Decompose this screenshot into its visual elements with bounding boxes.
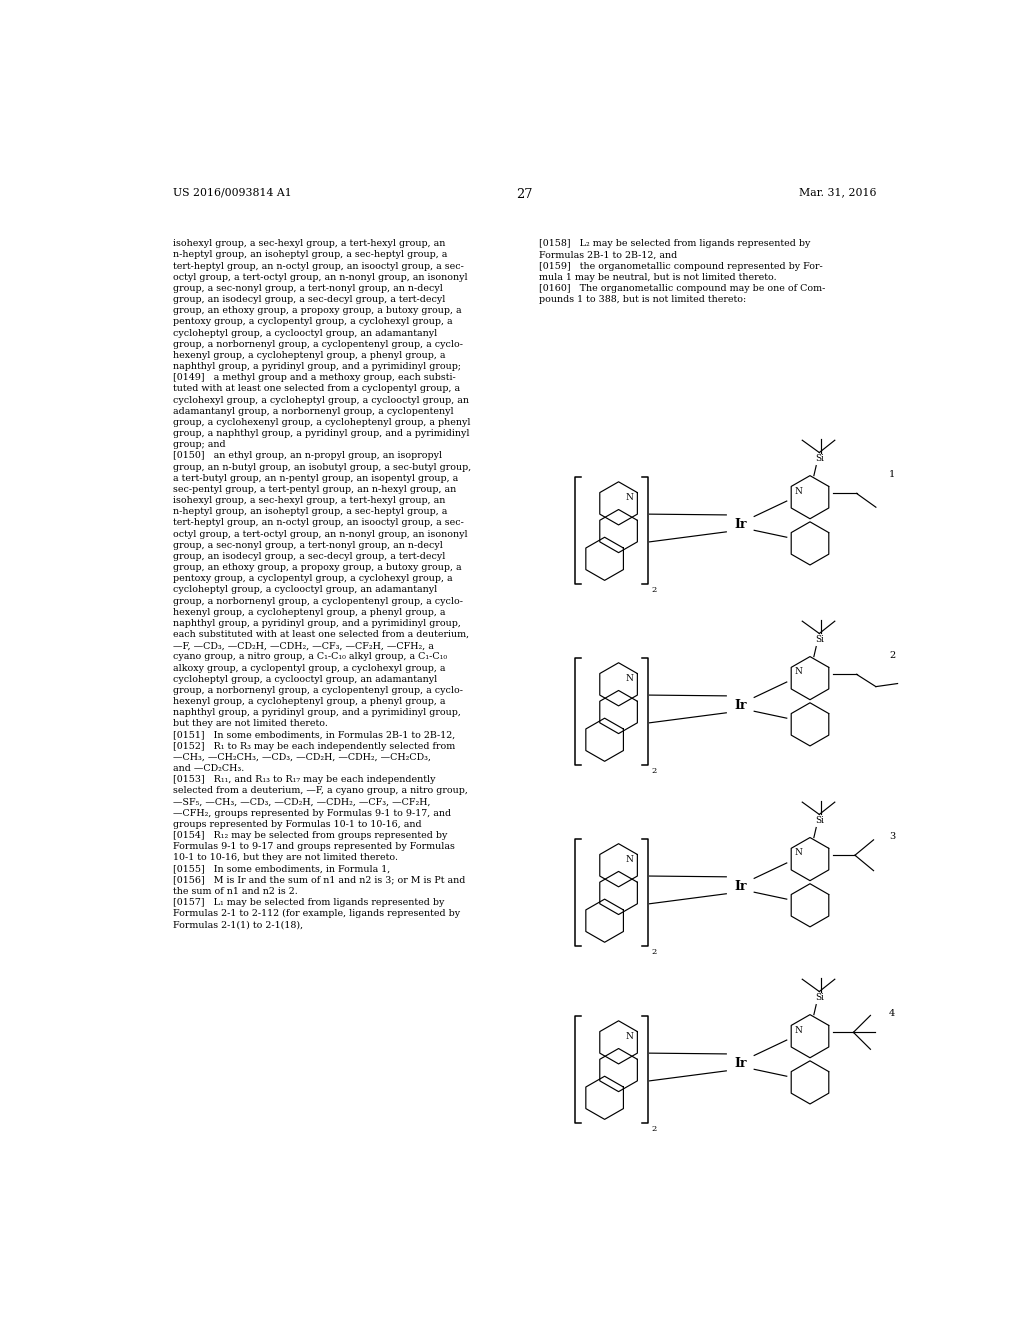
Text: groups represented by Formulas 10-1 to 10-16, and: groups represented by Formulas 10-1 to 1…	[173, 820, 422, 829]
Text: 4: 4	[889, 1010, 895, 1018]
Text: Formulas 2B-1 to 2B-12, and: Formulas 2B-1 to 2B-12, and	[539, 251, 677, 260]
Text: Ir: Ir	[734, 698, 746, 711]
Text: N: N	[626, 854, 634, 863]
Text: group, a sec-nonyl group, a tert-nonyl group, an n-decyl: group, a sec-nonyl group, a tert-nonyl g…	[173, 284, 443, 293]
Text: 3: 3	[889, 832, 895, 841]
Text: alkoxy group, a cyclopentyl group, a cyclohexyl group, a: alkoxy group, a cyclopentyl group, a cyc…	[173, 664, 445, 672]
Text: cycloheptyl group, a cyclooctyl group, an adamantanyl: cycloheptyl group, a cyclooctyl group, a…	[173, 675, 437, 684]
Text: naphthyl group, a pyridinyl group, and a pyrimidinyl group;: naphthyl group, a pyridinyl group, and a…	[173, 362, 461, 371]
Text: 2: 2	[889, 651, 895, 660]
Text: pentoxy group, a cyclopentyl group, a cyclohexyl group, a: pentoxy group, a cyclopentyl group, a cy…	[173, 317, 453, 326]
Text: [0152]   R₁ to R₃ may be each independently selected from: [0152] R₁ to R₃ may be each independentl…	[173, 742, 456, 751]
Text: [0154]   R₁₂ may be selected from groups represented by: [0154] R₁₂ may be selected from groups r…	[173, 832, 447, 840]
Text: tuted with at least one selected from a cyclopentyl group, a: tuted with at least one selected from a …	[173, 384, 461, 393]
Text: group, a norbornenyl group, a cyclopentenyl group, a cyclo-: group, a norbornenyl group, a cyclopente…	[173, 339, 463, 348]
Text: [0156]   M is Ir and the sum of n1 and n2 is 3; or M is Pt and: [0156] M is Ir and the sum of n1 and n2 …	[173, 875, 466, 884]
Text: isohexyl group, a sec-hexyl group, a tert-hexyl group, an: isohexyl group, a sec-hexyl group, a ter…	[173, 239, 445, 248]
Text: Formulas 2-1(1) to 2-1(18),: Formulas 2-1(1) to 2-1(18),	[173, 920, 303, 929]
Text: [0160]   The organometallic compound may be one of Com-: [0160] The organometallic compound may b…	[539, 284, 825, 293]
Text: US 2016/0093814 A1: US 2016/0093814 A1	[173, 187, 292, 198]
Text: N: N	[626, 673, 634, 682]
Text: group, an isodecyl group, a sec-decyl group, a tert-decyl: group, an isodecyl group, a sec-decyl gr…	[173, 296, 445, 304]
Text: 2: 2	[651, 1125, 656, 1133]
Text: 2: 2	[651, 948, 656, 956]
Text: group, a naphthyl group, a pyridinyl group, and a pyrimidinyl: group, a naphthyl group, a pyridinyl gro…	[173, 429, 470, 438]
Text: Si: Si	[815, 993, 823, 1002]
Text: mula 1 may be neutral, but is not limited thereto.: mula 1 may be neutral, but is not limite…	[539, 273, 777, 281]
Text: [0157]   L₁ may be selected from ligands represented by: [0157] L₁ may be selected from ligands r…	[173, 898, 444, 907]
Text: the sum of n1 and n2 is 2.: the sum of n1 and n2 is 2.	[173, 887, 298, 896]
Text: Si: Si	[815, 454, 823, 463]
Text: Ir: Ir	[734, 879, 746, 892]
Text: N: N	[795, 487, 803, 495]
Text: adamantanyl group, a norbornenyl group, a cyclopentenyl: adamantanyl group, a norbornenyl group, …	[173, 407, 454, 416]
Text: —SF₅, —CH₃, —CD₃, —CD₂H, —CDH₂, —CF₃, —CF₂H,: —SF₅, —CH₃, —CD₃, —CD₂H, —CDH₂, —CF₃, —C…	[173, 797, 431, 807]
Text: group, a cyclohexenyl group, a cycloheptenyl group, a phenyl: group, a cyclohexenyl group, a cyclohept…	[173, 418, 471, 426]
Text: [0150]   an ethyl group, an n-propyl group, an isopropyl: [0150] an ethyl group, an n-propyl group…	[173, 451, 442, 461]
Text: naphthyl group, a pyridinyl group, and a pyrimidinyl group,: naphthyl group, a pyridinyl group, and a…	[173, 619, 461, 628]
Text: group, a norbornenyl group, a cyclopentenyl group, a cyclo-: group, a norbornenyl group, a cyclopente…	[173, 686, 463, 694]
Text: Mar. 31, 2016: Mar. 31, 2016	[799, 187, 877, 198]
Text: a tert-butyl group, an n-pentyl group, an isopentyl group, a: a tert-butyl group, an n-pentyl group, a…	[173, 474, 459, 483]
Text: cycloheptyl group, a cyclooctyl group, an adamantanyl: cycloheptyl group, a cyclooctyl group, a…	[173, 585, 437, 594]
Text: N: N	[795, 849, 803, 858]
Text: group, a norbornenyl group, a cyclopentenyl group, a cyclo-: group, a norbornenyl group, a cyclopente…	[173, 597, 463, 606]
Text: isohexyl group, a sec-hexyl group, a tert-hexyl group, an: isohexyl group, a sec-hexyl group, a ter…	[173, 496, 445, 506]
Text: hexenyl group, a cycloheptenyl group, a phenyl group, a: hexenyl group, a cycloheptenyl group, a …	[173, 607, 445, 616]
Text: group, a sec-nonyl group, a tert-nonyl group, an n-decyl: group, a sec-nonyl group, a tert-nonyl g…	[173, 541, 443, 549]
Text: [0149]   a methyl group and a methoxy group, each substi-: [0149] a methyl group and a methoxy grou…	[173, 374, 456, 383]
Text: 10-1 to 10-16, but they are not limited thereto.: 10-1 to 10-16, but they are not limited …	[173, 853, 398, 862]
Text: n-heptyl group, an isoheptyl group, a sec-heptyl group, a: n-heptyl group, an isoheptyl group, a se…	[173, 251, 447, 260]
Text: 2: 2	[651, 586, 656, 594]
Text: group, an n-butyl group, an isobutyl group, a sec-butyl group,: group, an n-butyl group, an isobutyl gro…	[173, 462, 471, 471]
Text: [0155]   In some embodiments, in Formula 1,: [0155] In some embodiments, in Formula 1…	[173, 865, 390, 874]
Text: [0151]   In some embodiments, in Formulas 2B-1 to 2B-12,: [0151] In some embodiments, in Formulas …	[173, 730, 456, 739]
Text: cycloheptyl group, a cyclooctyl group, an adamantanyl: cycloheptyl group, a cyclooctyl group, a…	[173, 329, 437, 338]
Text: [0159]   the organometallic compound represented by For-: [0159] the organometallic compound repre…	[539, 261, 823, 271]
Text: 1: 1	[889, 470, 895, 479]
Text: pounds 1 to 388, but is not limited thereto:: pounds 1 to 388, but is not limited ther…	[539, 296, 746, 304]
Text: Formulas 9-1 to 9-17 and groups represented by Formulas: Formulas 9-1 to 9-17 and groups represen…	[173, 842, 455, 851]
Text: group; and: group; and	[173, 441, 226, 449]
Text: sec-pentyl group, a tert-pentyl group, an n-hexyl group, an: sec-pentyl group, a tert-pentyl group, a…	[173, 484, 457, 494]
Text: N: N	[626, 1032, 634, 1040]
Text: octyl group, a tert-octyl group, an n-nonyl group, an isononyl: octyl group, a tert-octyl group, an n-no…	[173, 273, 468, 281]
Text: N: N	[795, 668, 803, 676]
Text: N: N	[795, 1026, 803, 1035]
Text: selected from a deuterium, —F, a cyano group, a nitro group,: selected from a deuterium, —F, a cyano g…	[173, 787, 468, 796]
Text: 2: 2	[651, 767, 656, 775]
Text: Si: Si	[815, 635, 823, 644]
Text: pentoxy group, a cyclopentyl group, a cyclohexyl group, a: pentoxy group, a cyclopentyl group, a cy…	[173, 574, 453, 583]
Text: Ir: Ir	[734, 1056, 746, 1069]
Text: naphthyl group, a pyridinyl group, and a pyrimidinyl group,: naphthyl group, a pyridinyl group, and a…	[173, 708, 461, 717]
Text: n-heptyl group, an isoheptyl group, a sec-heptyl group, a: n-heptyl group, an isoheptyl group, a se…	[173, 507, 447, 516]
Text: and —CD₂CH₃.: and —CD₂CH₃.	[173, 764, 245, 774]
Text: —CH₃, —CH₂CH₃, —CD₃, —CD₂H, —CDH₂, —CH₂CD₃,: —CH₃, —CH₂CH₃, —CD₃, —CD₂H, —CDH₂, —CH₂C…	[173, 752, 431, 762]
Text: cyano group, a nitro group, a C₁-C₁₀ alkyl group, a C₁-C₁₀: cyano group, a nitro group, a C₁-C₁₀ alk…	[173, 652, 447, 661]
Text: group, an ethoxy group, a propoxy group, a butoxy group, a: group, an ethoxy group, a propoxy group,…	[173, 306, 462, 315]
Text: Ir: Ir	[734, 517, 746, 531]
Text: each substituted with at least one selected from a deuterium,: each substituted with at least one selec…	[173, 630, 469, 639]
Text: Si: Si	[815, 816, 823, 825]
Text: Formulas 2-1 to 2-112 (for example, ligands represented by: Formulas 2-1 to 2-112 (for example, liga…	[173, 909, 461, 919]
Text: —CFH₂, groups represented by Formulas 9-1 to 9-17, and: —CFH₂, groups represented by Formulas 9-…	[173, 809, 452, 817]
Text: tert-heptyl group, an n-octyl group, an isooctyl group, a sec-: tert-heptyl group, an n-octyl group, an …	[173, 519, 464, 528]
Text: group, an ethoxy group, a propoxy group, a butoxy group, a: group, an ethoxy group, a propoxy group,…	[173, 564, 462, 572]
Text: N: N	[626, 492, 634, 502]
Text: octyl group, a tert-octyl group, an n-nonyl group, an isononyl: octyl group, a tert-octyl group, an n-no…	[173, 529, 468, 539]
Text: cyclohexyl group, a cycloheptyl group, a cyclooctyl group, an: cyclohexyl group, a cycloheptyl group, a…	[173, 396, 469, 404]
Text: but they are not limited thereto.: but they are not limited thereto.	[173, 719, 328, 729]
Text: [0158]   L₂ may be selected from ligands represented by: [0158] L₂ may be selected from ligands r…	[539, 239, 810, 248]
Text: tert-heptyl group, an n-octyl group, an isooctyl group, a sec-: tert-heptyl group, an n-octyl group, an …	[173, 261, 464, 271]
Text: hexenyl group, a cycloheptenyl group, a phenyl group, a: hexenyl group, a cycloheptenyl group, a …	[173, 697, 445, 706]
Text: group, an isodecyl group, a sec-decyl group, a tert-decyl: group, an isodecyl group, a sec-decyl gr…	[173, 552, 445, 561]
Text: [0153]   R₁₁, and R₁₃ to R₁₇ may be each independently: [0153] R₁₁, and R₁₃ to R₁₇ may be each i…	[173, 775, 436, 784]
Text: —F, —CD₃, —CD₂H, —CDH₂, —CF₃, —CF₂H, —CFH₂, a: —F, —CD₃, —CD₂H, —CDH₂, —CF₃, —CF₂H, —CF…	[173, 642, 434, 651]
Text: 27: 27	[516, 187, 534, 201]
Text: hexenyl group, a cycloheptenyl group, a phenyl group, a: hexenyl group, a cycloheptenyl group, a …	[173, 351, 445, 360]
